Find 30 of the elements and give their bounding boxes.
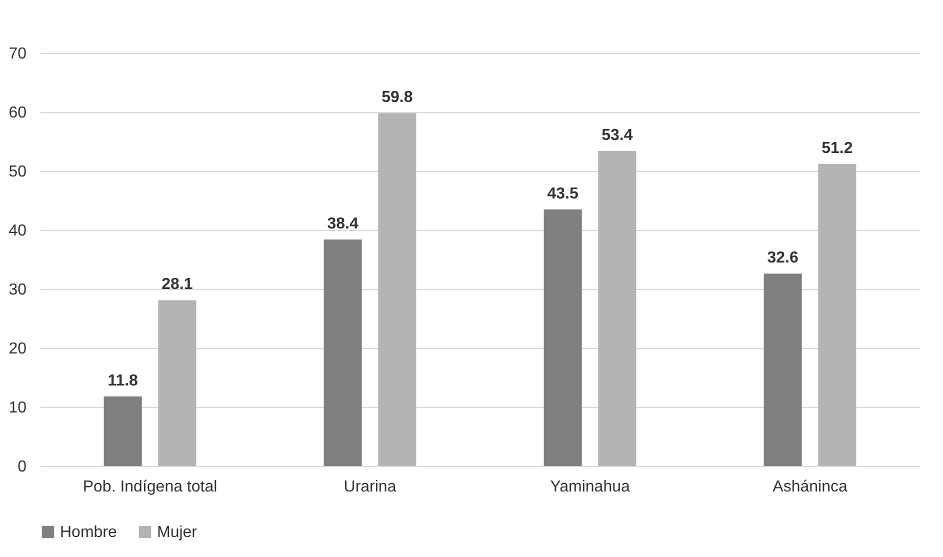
bar	[158, 300, 196, 466]
bar	[378, 113, 416, 466]
bar	[544, 209, 582, 466]
y-tick-label: 10	[8, 400, 27, 416]
y-tick-label: 60	[8, 104, 27, 122]
bar	[764, 274, 802, 466]
y-tick-label: 40	[8, 222, 27, 240]
data-label: 43.5	[547, 185, 578, 202]
y-tick-label: 50	[8, 164, 27, 180]
y-tick-label: 20	[8, 340, 27, 358]
data-label: 53.4	[602, 126, 633, 144]
bar	[104, 396, 142, 466]
data-label: 51.2	[822, 140, 853, 157]
y-tick-label: 30	[8, 282, 27, 298]
y-tick-label: 70	[8, 46, 27, 62]
data-label: 11.8	[108, 372, 138, 390]
y-tick-label: 0	[18, 458, 27, 476]
legend-label: Mujer	[157, 524, 198, 541]
legend-label: Hombre	[60, 524, 118, 541]
data-label: 28.1	[162, 276, 193, 294]
bar	[324, 239, 362, 466]
x-tick-label: Pob. Indígena total	[82, 478, 218, 496]
x-tick-label: Urarina	[344, 478, 396, 496]
data-label: 59.8	[382, 89, 413, 106]
data-label: 38.4	[327, 215, 358, 232]
x-tick-label: Yaminahua	[550, 478, 630, 496]
bar	[818, 164, 856, 466]
bar	[598, 150, 636, 466]
x-tick-label: Asháninca	[772, 478, 848, 496]
data-label: 32.6	[767, 250, 798, 267]
